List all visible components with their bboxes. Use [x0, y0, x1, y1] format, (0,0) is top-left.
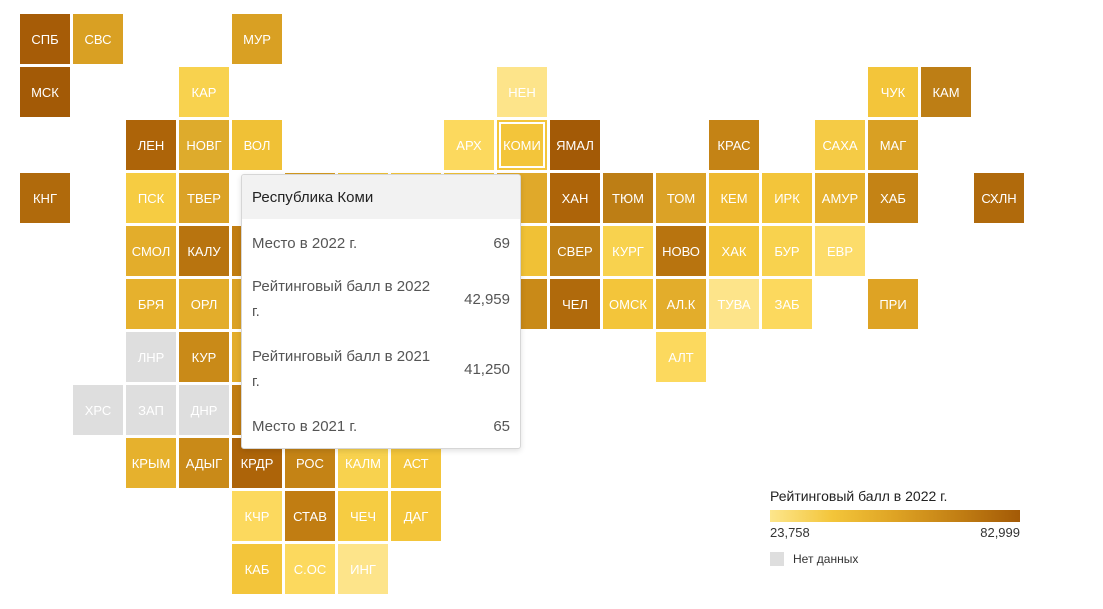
legend-title: Рейтинговый балл в 2022 г.: [770, 488, 948, 504]
region-tile-8[interactable]: ЛЕН: [126, 120, 176, 170]
region-tile-37[interactable]: СВЕР: [550, 226, 600, 276]
tooltip-value: 42,959: [464, 290, 510, 308]
region-tile-33[interactable]: СМОЛ: [126, 226, 176, 276]
nodata-swatch: [770, 552, 784, 566]
tooltip-row-place-2022: Место в 2022 г. 69: [252, 231, 510, 256]
legend-max-label: 82,999: [980, 525, 1020, 540]
region-tile-25[interactable]: ХАН: [550, 173, 600, 223]
region-tile-61[interactable]: КРЫМ: [126, 438, 176, 488]
region-tile-69[interactable]: ЧЕЧ: [338, 491, 388, 541]
region-tile-54[interactable]: КУР: [179, 332, 229, 382]
tooltip-label: Место в 2022 г.: [252, 235, 358, 252]
region-tile-26[interactable]: ТЮМ: [603, 173, 653, 223]
region-tile-2[interactable]: МУР: [232, 14, 282, 64]
legend-min-label: 23,758: [770, 525, 810, 540]
region-tile-73[interactable]: ИНГ: [338, 544, 388, 594]
region-tile-13[interactable]: ЯМАЛ: [550, 120, 600, 170]
region-tile-44[interactable]: ОРЛ: [179, 279, 229, 329]
color-legend: Рейтинговый балл в 2022 г. 23,758 82,999…: [770, 488, 1020, 566]
region-tile-57[interactable]: ХРС: [73, 385, 123, 435]
region-tile-48[interactable]: ОМСК: [603, 279, 653, 329]
tooltip-title: Республика Коми: [242, 175, 520, 219]
legend-gradient-bar: [770, 510, 1020, 522]
region-tile-19[interactable]: ТВЕР: [179, 173, 229, 223]
region-tile-43[interactable]: БРЯ: [126, 279, 176, 329]
tooltip-value: 41,250: [464, 360, 510, 378]
tooltip-label: Место в 2021 г.: [252, 418, 358, 435]
region-tile-1[interactable]: СВС: [73, 14, 123, 64]
region-tile-17[interactable]: КНГ: [20, 173, 70, 223]
legend-nodata-label: Нет данных: [793, 552, 859, 566]
legend-nodata: Нет данных: [770, 552, 1020, 566]
region-tile-51[interactable]: ЗАБ: [762, 279, 812, 329]
region-tile-32[interactable]: СХЛН: [974, 173, 1024, 223]
region-tile-34[interactable]: КАЛУ: [179, 226, 229, 276]
region-tile-56[interactable]: АЛТ: [656, 332, 706, 382]
tooltip-label: Рейтинговый балл в 2021 г.: [252, 348, 431, 390]
region-tile-58[interactable]: ЗАП: [126, 385, 176, 435]
region-tile-7[interactable]: КАМ: [921, 67, 971, 117]
region-tile-15[interactable]: САХА: [815, 120, 865, 170]
region-tile-49[interactable]: АЛ.К: [656, 279, 706, 329]
region-tooltip: Республика Коми Место в 2022 г. 69 Рейти…: [241, 174, 521, 449]
region-tile-52[interactable]: ПРИ: [868, 279, 918, 329]
region-tile-9[interactable]: НОВГ: [179, 120, 229, 170]
region-tile-62[interactable]: АДЫГ: [179, 438, 229, 488]
region-tile-42[interactable]: ЕВР: [815, 226, 865, 276]
region-tile-10[interactable]: ВОЛ: [232, 120, 282, 170]
legend-ticks: 23,758 82,999: [770, 525, 1020, 540]
region-tile-3[interactable]: МСК: [20, 67, 70, 117]
region-tile-71[interactable]: КАБ: [232, 544, 282, 594]
tooltip-label: Рейтинговый балл в 2022 г.: [252, 278, 431, 320]
tooltip-row-score-2021: Рейтинговый балл в 2021 г. 41,250: [252, 344, 510, 394]
region-tile-59[interactable]: ДНР: [179, 385, 229, 435]
region-tile-11[interactable]: АРХ: [444, 120, 494, 170]
tooltip-row-place-2021: Место в 2021 г. 65: [252, 414, 510, 439]
region-tile-18[interactable]: ПСК: [126, 173, 176, 223]
region-tile-31[interactable]: ХАБ: [868, 173, 918, 223]
region-tile-47[interactable]: ЧЕЛ: [550, 279, 600, 329]
region-tile-14[interactable]: КРАС: [709, 120, 759, 170]
region-tile-50[interactable]: ТУВА: [709, 279, 759, 329]
region-tile-0[interactable]: СПБ: [20, 14, 70, 64]
region-tile-53[interactable]: ЛНР: [126, 332, 176, 382]
region-tile-38[interactable]: КУРГ: [603, 226, 653, 276]
tooltip-value: 65: [493, 418, 510, 435]
region-tile-70[interactable]: ДАГ: [391, 491, 441, 541]
tooltip-value: 69: [493, 235, 510, 252]
region-tile-29[interactable]: ИРК: [762, 173, 812, 223]
region-tile-28[interactable]: КЕМ: [709, 173, 759, 223]
region-tile-68[interactable]: СТАВ: [285, 491, 335, 541]
region-tile-12[interactable]: КОМИ: [497, 120, 547, 170]
region-tile-5[interactable]: НЕН: [497, 67, 547, 117]
region-tile-39[interactable]: НОВО: [656, 226, 706, 276]
region-tile-40[interactable]: ХАК: [709, 226, 759, 276]
region-tile-41[interactable]: БУР: [762, 226, 812, 276]
region-tile-27[interactable]: ТОМ: [656, 173, 706, 223]
region-tile-67[interactable]: КЧР: [232, 491, 282, 541]
region-tile-30[interactable]: АМУР: [815, 173, 865, 223]
region-tile-16[interactable]: МАГ: [868, 120, 918, 170]
region-tile-72[interactable]: С.ОС: [285, 544, 335, 594]
region-tile-6[interactable]: ЧУК: [868, 67, 918, 117]
tooltip-row-score-2022: Рейтинговый балл в 2022 г. 42,959: [252, 274, 510, 324]
region-tile-4[interactable]: КАР: [179, 67, 229, 117]
